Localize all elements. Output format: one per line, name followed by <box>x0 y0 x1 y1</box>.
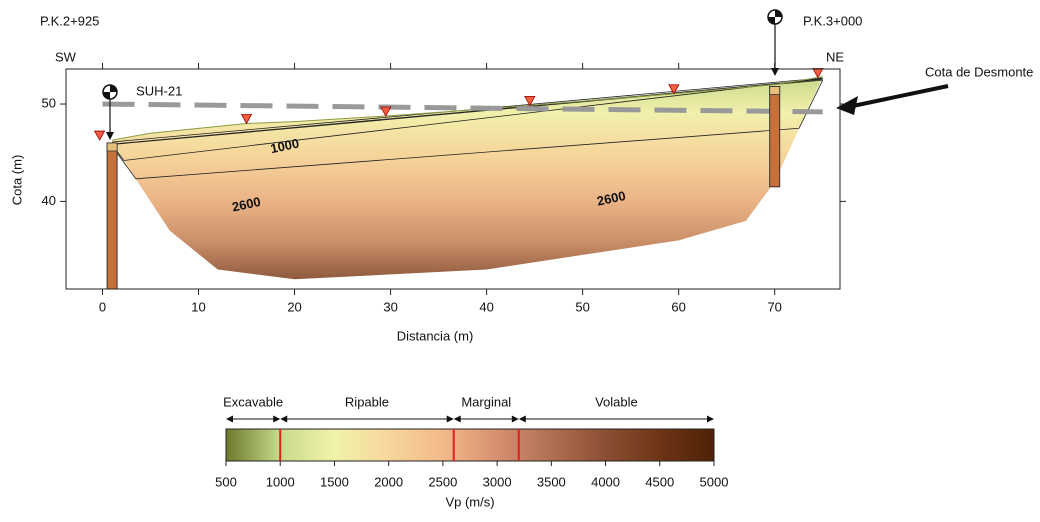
colorbar-tick-label: 4500 <box>645 474 674 489</box>
colorbar <box>225 428 715 462</box>
y-tick-label: 40 <box>42 193 56 208</box>
colorbar-label: Vp (m/s) <box>445 494 494 509</box>
x-tick-label: 70 <box>767 299 781 314</box>
colorbar-tick-label: 3500 <box>537 474 566 489</box>
location-symbol-fill <box>768 10 782 24</box>
contour-label: 2600 <box>231 194 262 215</box>
colorbar-tick-label: 3000 <box>483 474 512 489</box>
colorbar-tick-label: 1000 <box>266 474 295 489</box>
location-arrow-head <box>771 68 779 76</box>
contour-line <box>112 78 823 145</box>
x-tick-label: 60 <box>671 299 685 314</box>
borehole-top <box>106 142 118 152</box>
colorbar-tick-label: 2000 <box>374 474 403 489</box>
x-tick-label: 50 <box>575 299 589 314</box>
y-axis-label: Cota (m) <box>9 155 24 206</box>
borehole <box>769 86 781 188</box>
cut-level <box>102 101 823 115</box>
arrow-head <box>836 96 858 115</box>
contour-line <box>111 80 824 180</box>
shot-point <box>668 84 680 95</box>
shot-point <box>524 96 536 107</box>
direction-label: NE <box>826 49 844 64</box>
colorbar-tick-label: 4000 <box>591 474 620 489</box>
colorbar-tick-label: 1500 <box>320 474 349 489</box>
colorbar-tick-label: 2500 <box>428 474 457 489</box>
class-name: Ripable <box>345 394 389 409</box>
borehole-name: SUH-21 <box>136 83 182 98</box>
colorbar-tick-label: 500 <box>215 474 237 489</box>
y-tick-label: 50 <box>42 95 56 110</box>
shot-point <box>380 106 392 117</box>
contour-label: 2600 <box>596 188 627 209</box>
shot-point <box>240 114 253 125</box>
direction-label: SW <box>55 49 77 64</box>
shot-point <box>93 130 106 141</box>
shot-point <box>812 68 824 79</box>
x-tick-label: 40 <box>479 299 493 314</box>
x-tick-label: 30 <box>383 299 397 314</box>
pk-label: P.K.2+925 <box>40 13 99 28</box>
location-symbol-fill <box>103 85 117 99</box>
x-tick-label: 10 <box>191 299 205 314</box>
pk-label: P.K.3+000 <box>803 13 862 28</box>
contour-label: 1000 <box>269 135 300 156</box>
plot-frame <box>65 68 841 290</box>
borehole-top <box>769 86 781 95</box>
x-tick-label: 0 <box>99 299 106 314</box>
colorbar-tick-label: 5000 <box>700 474 729 489</box>
surface-line <box>112 76 823 141</box>
class-name: Volable <box>595 394 638 409</box>
class-arrow <box>453 415 519 423</box>
cut-label: Cota de Desmonte <box>925 64 1033 79</box>
class-name: Excavable <box>223 394 283 409</box>
arrow <box>847 84 949 109</box>
location-arrow-head <box>106 132 114 140</box>
x-tick-label: 20 <box>287 299 301 314</box>
velocity-model <box>112 76 823 280</box>
class-name: Marginal <box>461 394 511 409</box>
borehole <box>106 142 118 290</box>
x-axis-label: Distancia (m) <box>397 328 474 343</box>
